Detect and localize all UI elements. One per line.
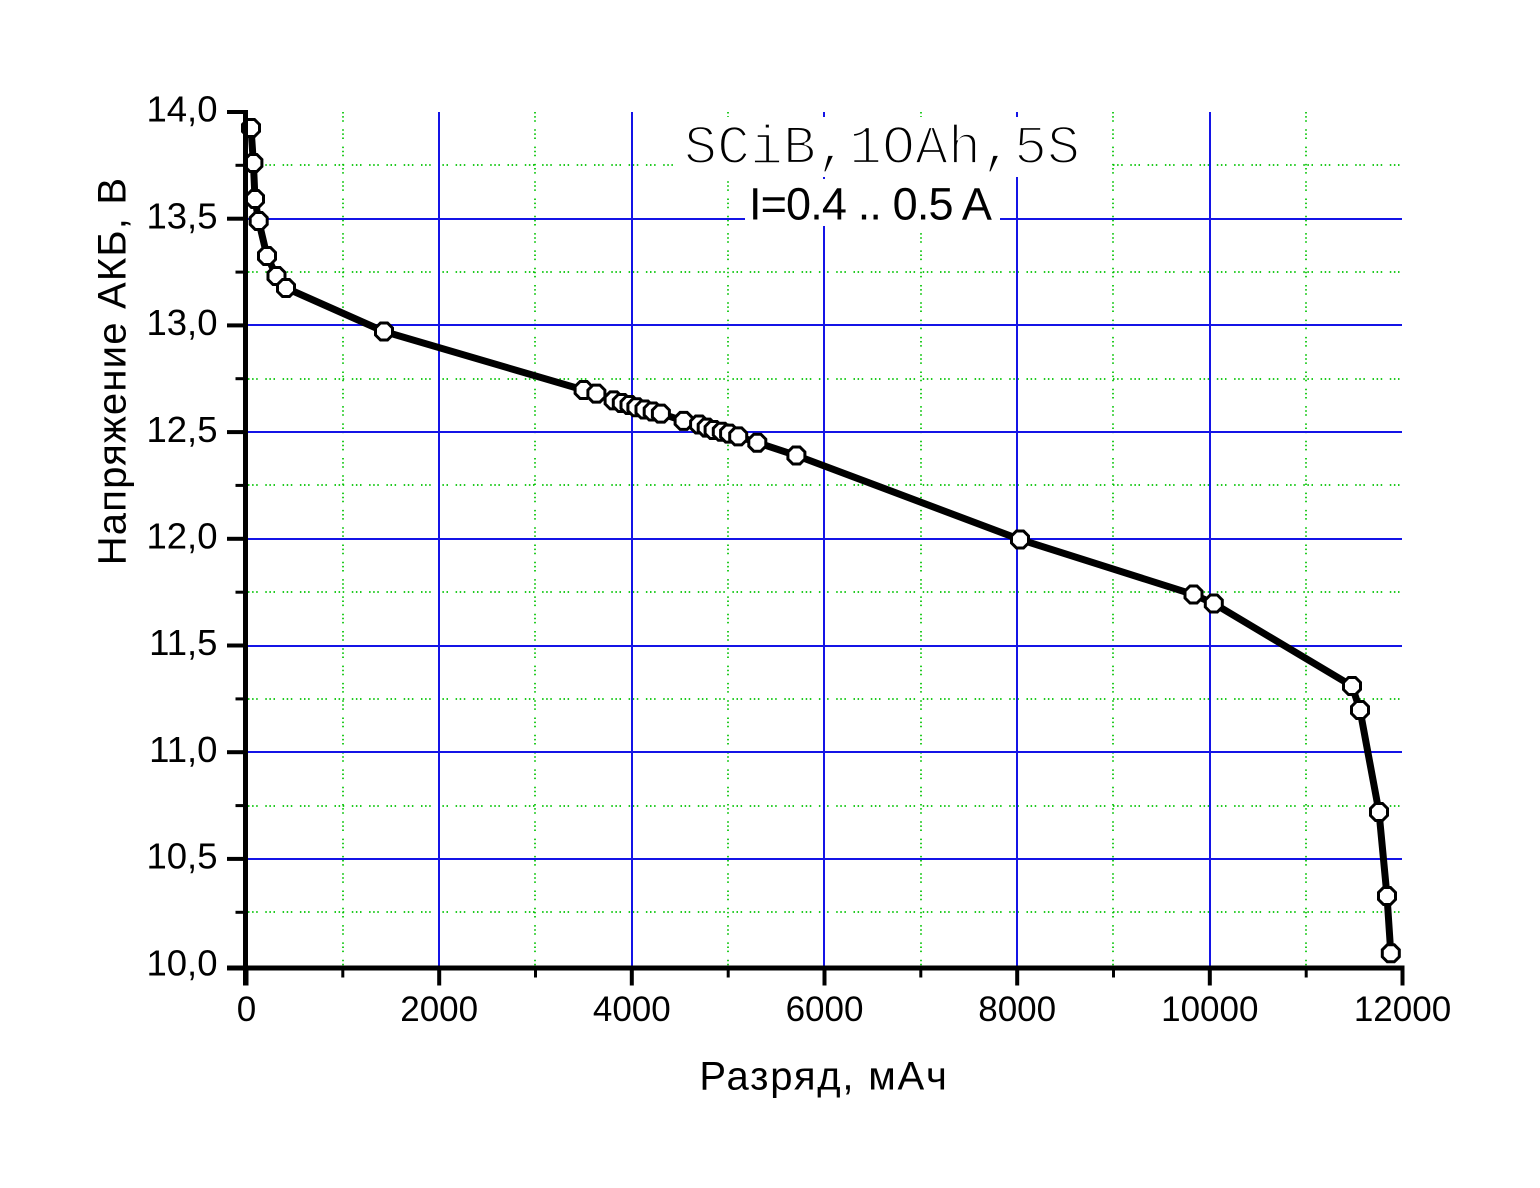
svg-text:10,0: 10,0	[146, 942, 217, 983]
svg-text:Разряд, мАч: Разряд, мАч	[699, 1055, 948, 1099]
svg-text:11,0: 11,0	[149, 729, 217, 770]
svg-text:12,0: 12,0	[146, 516, 217, 557]
svg-text:10,5: 10,5	[146, 836, 217, 877]
svg-text:13,0: 13,0	[146, 302, 217, 343]
svg-text:12000: 12000	[1354, 990, 1451, 1029]
svg-text:8000: 8000	[978, 990, 1056, 1029]
svg-text:10000: 10000	[1161, 990, 1258, 1029]
svg-text:13,5: 13,5	[146, 195, 217, 236]
svg-text:Напряжение АКБ, В: Напряжение АКБ, В	[91, 177, 135, 566]
svg-text:6000: 6000	[786, 990, 864, 1029]
svg-text:12,5: 12,5	[146, 409, 217, 450]
svg-text:0: 0	[237, 990, 256, 1029]
svg-text:2000: 2000	[400, 990, 478, 1029]
svg-text:SCiB,1OAh,5S: SCiB,1OAh,5S	[684, 117, 1080, 180]
svg-text:4000: 4000	[593, 990, 671, 1029]
svg-text:14,0: 14,0	[146, 89, 217, 130]
svg-text:11,5: 11,5	[149, 622, 217, 663]
svg-text:I=0.4 .. 0.5 A: I=0.4 .. 0.5 A	[749, 179, 992, 230]
